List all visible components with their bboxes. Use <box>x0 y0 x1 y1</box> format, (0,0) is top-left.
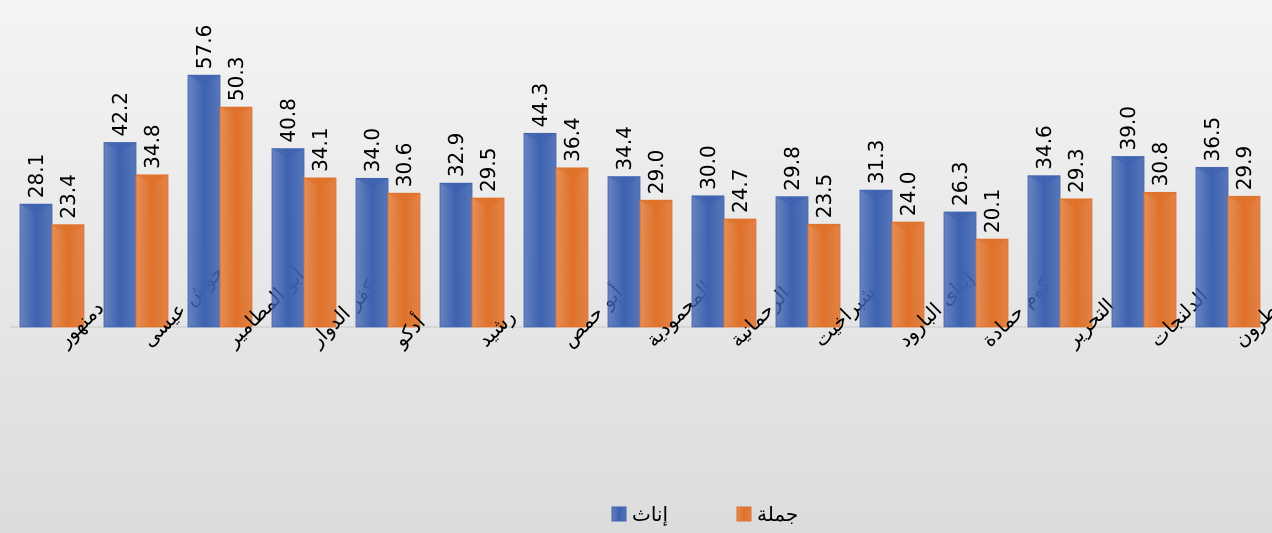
bar <box>471 197 505 328</box>
value-label: 30.0 <box>696 145 720 190</box>
bar-top <box>20 204 52 215</box>
bar-top <box>136 174 168 185</box>
bar <box>891 221 925 328</box>
bar <box>607 176 641 328</box>
bar-top <box>220 107 252 118</box>
bar-top <box>52 224 84 235</box>
bar <box>691 195 725 328</box>
bar-top <box>776 196 808 207</box>
value-label: 50.3 <box>224 57 248 102</box>
value-label: 34.1 <box>308 127 332 172</box>
bar-top <box>1196 167 1228 178</box>
bar <box>723 218 757 328</box>
bar <box>1227 195 1261 328</box>
legend-swatch <box>611 506 627 522</box>
bar-top <box>388 193 420 204</box>
bar <box>975 238 1009 328</box>
bar <box>103 142 137 328</box>
bar <box>135 174 169 328</box>
bar <box>1111 156 1145 328</box>
bar-top <box>304 177 336 188</box>
bar <box>19 203 53 328</box>
bar <box>355 177 389 328</box>
value-label: 29.3 <box>1064 148 1088 193</box>
bar <box>1027 175 1061 328</box>
value-label: 29.0 <box>644 150 668 195</box>
bar-top <box>1112 156 1144 167</box>
bar <box>639 199 673 328</box>
bar-top <box>944 212 976 223</box>
bar-top <box>808 224 840 235</box>
value-label: 24.7 <box>728 168 752 213</box>
value-label: 34.8 <box>140 124 164 169</box>
bar <box>555 167 589 328</box>
legend-label: جملة <box>757 502 798 526</box>
value-label: 36.4 <box>560 117 584 162</box>
value-label: 44.3 <box>528 83 552 128</box>
bar <box>1195 167 1229 328</box>
value-label: 29.9 <box>1232 146 1256 191</box>
bar-top <box>188 75 220 86</box>
bar-top <box>1060 198 1092 209</box>
bar <box>187 74 221 328</box>
value-label: 23.4 <box>56 174 80 219</box>
value-label: 29.8 <box>780 146 804 191</box>
bar <box>271 148 305 328</box>
bar-top <box>556 167 588 178</box>
legend-label: إناث <box>632 502 668 527</box>
bar <box>859 189 893 328</box>
bar-top <box>272 148 304 159</box>
bar-top <box>976 239 1008 250</box>
bar-top <box>104 142 136 153</box>
bar-top <box>608 176 640 187</box>
value-label: 26.3 <box>948 162 972 207</box>
value-label: 30.6 <box>392 143 416 188</box>
bar-top <box>692 195 724 206</box>
bar <box>387 192 421 328</box>
bar-top <box>1028 175 1060 186</box>
value-label: 34.4 <box>612 126 636 171</box>
bar <box>219 106 253 328</box>
value-label: 42.2 <box>108 92 132 137</box>
bar-top <box>440 183 472 194</box>
legend-swatch <box>736 506 752 522</box>
bar-top <box>1144 192 1176 203</box>
value-label: 32.9 <box>444 133 468 178</box>
bar-top <box>640 200 672 211</box>
bar-top <box>1228 196 1260 207</box>
value-label: 39.0 <box>1116 106 1140 151</box>
value-label: 31.3 <box>864 140 888 185</box>
bar-top <box>524 133 556 144</box>
value-label: 34.6 <box>1032 125 1056 170</box>
bar <box>1143 191 1177 328</box>
bar <box>303 177 337 328</box>
bar <box>775 196 809 328</box>
value-label: 57.6 <box>192 25 216 70</box>
bar-top <box>724 219 756 230</box>
value-label: 34.0 <box>360 128 384 173</box>
bar-top <box>860 190 892 201</box>
value-label: 36.5 <box>1200 117 1224 162</box>
value-label: 24.0 <box>896 172 920 217</box>
value-label: 28.1 <box>24 154 48 199</box>
bar-top <box>356 178 388 189</box>
value-label: 29.5 <box>476 148 500 193</box>
bar <box>1059 198 1093 328</box>
value-label: 40.8 <box>276 98 300 143</box>
value-label: 30.8 <box>1148 142 1172 187</box>
bar <box>439 182 473 328</box>
bar-top <box>472 198 504 209</box>
bar <box>523 132 557 328</box>
bar <box>943 211 977 328</box>
bar <box>51 224 85 328</box>
value-label: 23.5 <box>812 174 836 219</box>
value-label: 20.1 <box>980 189 1004 234</box>
bar-top <box>892 222 924 233</box>
